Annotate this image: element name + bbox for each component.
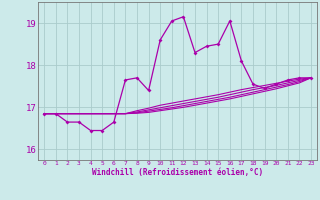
- X-axis label: Windchill (Refroidissement éolien,°C): Windchill (Refroidissement éolien,°C): [92, 168, 263, 177]
